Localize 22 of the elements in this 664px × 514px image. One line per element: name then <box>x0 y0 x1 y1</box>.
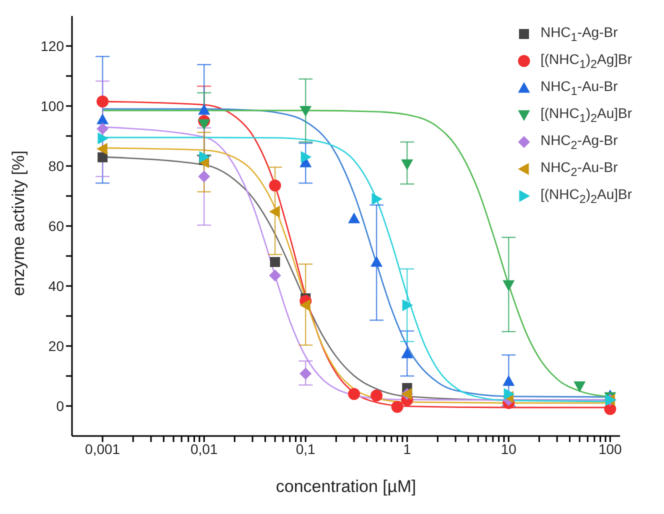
legend-label: NHC$_{1}$-Au-Br <box>540 78 618 98</box>
x-tick-label: 0,01 <box>190 440 218 457</box>
y-tick-label: 20 <box>48 338 64 354</box>
legend-label: [(NHC$_{1}$)$_{2}$Ag]Br <box>540 50 632 70</box>
legend-label: [(NHC$_{1}$)$_{2}$Au]Br <box>540 104 632 124</box>
y-tick-label: 80 <box>48 158 64 174</box>
x-tick-label: 100 <box>598 440 622 457</box>
legend-label: NHC$_{2}$-Au-Br <box>540 158 618 178</box>
legend-label: NHC$_{1}$-Ag-Br <box>540 24 618 44</box>
y-axis-title: enzyme activity [%] <box>9 150 28 296</box>
x-tick-label: 10 <box>500 440 517 457</box>
x-tick-label: 0,1 <box>296 440 316 457</box>
y-tick-label: 100 <box>40 98 64 114</box>
x-tick-label: 1 <box>403 440 412 457</box>
y-tick-label: 120 <box>40 38 64 54</box>
y-tick-label: 40 <box>48 278 64 294</box>
legend-label: [(NHC$_{2}$)$_{2}$Au]Br <box>540 186 632 206</box>
x-tick-label: 0,001 <box>85 440 120 457</box>
x-axis-title: concentration [µM] <box>276 477 416 496</box>
y-tick-label: 0 <box>56 398 64 414</box>
y-tick-label: 60 <box>48 218 64 234</box>
legend-label: NHC$_{2}$-Ag-Br <box>540 132 618 152</box>
